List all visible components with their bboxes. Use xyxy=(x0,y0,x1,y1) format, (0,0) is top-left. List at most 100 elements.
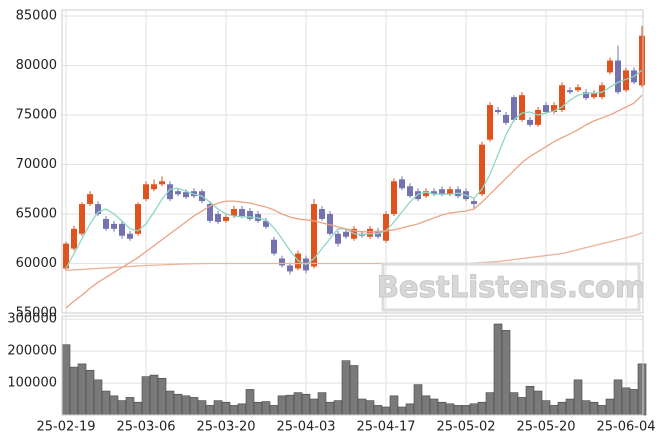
volume-bar xyxy=(621,387,631,416)
volume-bar xyxy=(445,403,455,416)
volume-bar xyxy=(157,377,167,416)
y-tick-label: 65000 xyxy=(16,206,57,221)
candle-body xyxy=(591,93,597,98)
candle-body xyxy=(95,204,101,214)
volume-bar xyxy=(317,392,327,416)
volume-bar xyxy=(493,323,503,416)
candle-body xyxy=(599,85,605,98)
volume-bar xyxy=(405,403,415,416)
candle-body xyxy=(423,191,429,197)
volume-bar xyxy=(485,392,495,416)
volume-bar xyxy=(469,403,479,416)
price-frame xyxy=(61,9,644,314)
volume-bar xyxy=(229,405,239,416)
x-tick-label: 25-05-02 xyxy=(436,420,495,435)
volume-bar xyxy=(93,379,103,416)
volume-bar xyxy=(69,366,79,416)
watermark-box xyxy=(381,262,641,312)
candle-body xyxy=(391,181,397,214)
volume-bar xyxy=(301,393,311,416)
y-tick-label: 60000 xyxy=(16,256,57,271)
volume-bar xyxy=(77,363,87,416)
volume-bar xyxy=(181,395,191,416)
volume-bar xyxy=(109,395,119,416)
candle-body xyxy=(63,243,69,269)
candle-body xyxy=(495,110,501,112)
volume-bar xyxy=(333,400,343,416)
volume-bar xyxy=(165,390,175,416)
volume-bar xyxy=(197,400,207,416)
volume-bar xyxy=(237,403,247,416)
candle-body xyxy=(71,228,77,249)
volume-bar xyxy=(381,406,391,416)
volume-bar xyxy=(533,390,543,416)
candle-body xyxy=(271,239,277,254)
volume-bar xyxy=(605,398,615,416)
candle-body xyxy=(447,189,453,195)
volume-bar xyxy=(549,405,559,416)
candle-body xyxy=(143,184,149,200)
x-tick-label: 25-03-20 xyxy=(196,420,255,435)
volume-bar xyxy=(173,393,183,416)
candle-body xyxy=(287,265,293,272)
candle-body xyxy=(607,60,613,73)
volume-bar xyxy=(277,395,287,416)
volume-bar xyxy=(269,405,279,416)
volume-bar xyxy=(349,365,359,416)
candle-body xyxy=(559,85,565,111)
volume-bar xyxy=(557,401,567,416)
candle-body xyxy=(135,204,141,234)
candle-body xyxy=(567,90,573,93)
y-tick-label: 85000 xyxy=(16,8,57,23)
candle-body xyxy=(535,110,541,125)
y-tick-label: 70000 xyxy=(16,157,57,172)
candle-body xyxy=(551,105,557,112)
y-tick-label: 100000 xyxy=(7,376,57,391)
volume-bar xyxy=(589,401,599,416)
volume-bar xyxy=(133,401,143,416)
candle-body xyxy=(247,211,253,219)
volume-bar xyxy=(597,405,607,416)
volume-bar xyxy=(341,360,351,416)
candle-body xyxy=(167,184,173,200)
volume-bar xyxy=(117,400,127,416)
candle-body xyxy=(79,204,85,234)
volume-bar xyxy=(261,401,271,416)
candle-body xyxy=(383,213,389,241)
volume-bar xyxy=(149,374,159,416)
y-tick-label: 300000 xyxy=(7,312,57,327)
candle-body xyxy=(415,191,421,200)
volume-frame xyxy=(61,315,644,416)
candle-body xyxy=(239,209,245,216)
volume-bar xyxy=(85,369,95,416)
volume-bar xyxy=(309,398,319,416)
volume-bar xyxy=(637,363,647,416)
y-tick-label: 80000 xyxy=(16,58,57,73)
x-tick-label: 25-04-03 xyxy=(276,420,335,435)
candle-body xyxy=(335,233,341,244)
volume-bar xyxy=(613,379,623,416)
candle-body xyxy=(431,191,437,195)
watermark: BestListens.com xyxy=(377,270,645,304)
candle-body xyxy=(231,209,237,216)
volume-bar xyxy=(213,400,223,416)
volume-bar xyxy=(629,389,639,416)
candle-body xyxy=(575,87,581,91)
volume-bar xyxy=(453,405,463,416)
volume-bar xyxy=(565,398,575,416)
candle-body xyxy=(175,191,181,195)
volume-bar xyxy=(205,405,215,416)
candle-body xyxy=(159,181,165,185)
candle-body xyxy=(279,258,285,266)
volume-bar xyxy=(461,405,471,416)
candle-body xyxy=(119,223,125,236)
candle-body xyxy=(623,70,629,91)
x-tick-label: 25-03-06 xyxy=(116,420,175,435)
candle-body xyxy=(527,119,533,125)
candle-body xyxy=(583,92,589,99)
volume-bar xyxy=(253,401,263,416)
volume-bar xyxy=(189,397,199,416)
x-tick-label: 25-04-17 xyxy=(356,420,415,435)
candle-body xyxy=(615,60,621,93)
